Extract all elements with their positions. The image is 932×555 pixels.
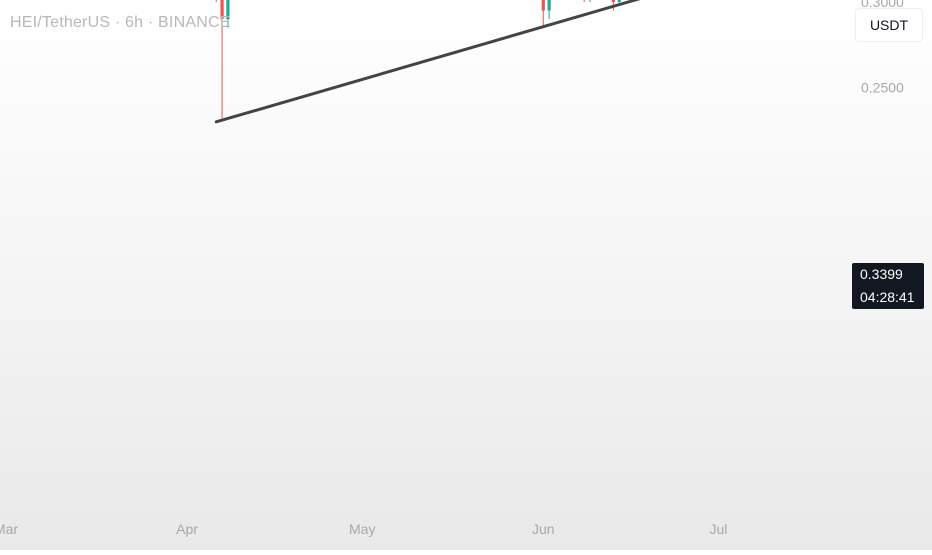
candle-body	[541, 0, 545, 11]
price-tick-label: 0.3000	[861, 0, 904, 10]
trendlines-layer[interactable]	[146, 0, 677, 124]
time-tick-label: Jul	[710, 521, 728, 537]
candle-body	[220, 0, 224, 20]
time-tick-label: Apr	[176, 521, 198, 537]
symbol-title[interactable]: HEI/TetherUS · 6h · BINANCE	[10, 14, 231, 31]
time-tick-label: Mar	[0, 521, 18, 537]
bar-countdown-badge: 04:28:41	[852, 285, 924, 309]
time-axis[interactable]: Mar Apr May Jun Jul	[0, 521, 727, 537]
last-price-badge: 0.3399	[852, 263, 924, 285]
ascending-trendline[interactable]	[214, 0, 677, 124]
candle-body	[617, 0, 621, 2]
time-tick-label: Jun	[532, 521, 555, 537]
candles-layer	[215, 0, 621, 119]
currency-selector[interactable]: USDT	[856, 9, 922, 41]
time-tick-label: May	[349, 521, 375, 537]
candle-body	[547, 0, 551, 11]
candle-body	[611, 0, 615, 2]
candle-body	[226, 0, 230, 20]
price-tick-label: 0.2500	[861, 80, 904, 96]
